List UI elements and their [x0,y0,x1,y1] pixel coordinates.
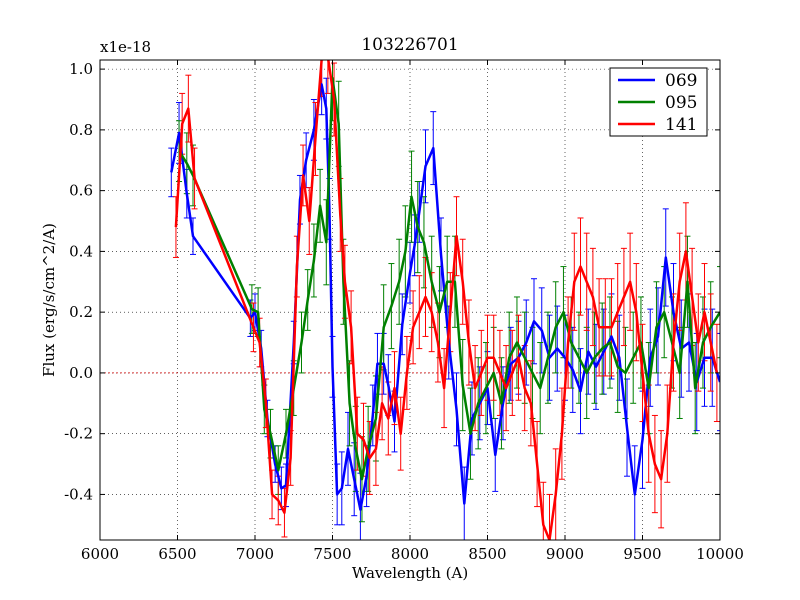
x-tick-label: 7500 [313,545,351,563]
x-tick-label: 9000 [546,545,584,563]
y-tick-label: 0.0 [69,364,93,382]
legend: 069 095 141 [609,67,708,137]
y-tick-label: -0.2 [64,425,93,443]
series-line-095 [178,76,720,481]
x-tick-label: 8500 [468,545,506,563]
legend-label-069: 069 [665,71,697,91]
y-offset-label: x1e-18 [100,38,151,56]
x-tick-label: 8000 [391,545,429,563]
x-axis-label: Wavelength (A) [352,564,468,582]
x-tick-label: 6000 [81,545,119,563]
y-tick-labels: -0.4 -0.2 0.0 0.2 0.4 0.6 0.8 1.0 [64,60,93,503]
series-line-069 [170,83,720,511]
y-tick-label: 0.4 [69,242,93,260]
x-tick-labels: 6000 6500 7000 7500 8000 8500 9000 9500 10000 [81,545,744,563]
ticks [99,60,721,540]
legend-label-141: 141 [665,115,697,135]
x-tick-label: 9500 [623,545,661,563]
series-line-141 [174,60,719,540]
y-tick-label: 0.8 [69,121,93,139]
legend-label-095: 095 [665,93,697,113]
y-tick-label: 0.6 [69,182,93,200]
y-tick-label: -0.4 [64,485,93,503]
x-tick-label: 7000 [236,545,274,563]
chart-title: 103226701 [361,35,458,55]
y-axis-label: Flux (erg/s/cm^2/A) [40,223,58,377]
x-tick-label: 6500 [158,545,196,563]
y-tick-label: 0.2 [69,303,93,321]
x-tick-label: 10000 [696,545,744,563]
y-tick-label: 1.0 [69,60,93,78]
series-layer [168,60,720,540]
